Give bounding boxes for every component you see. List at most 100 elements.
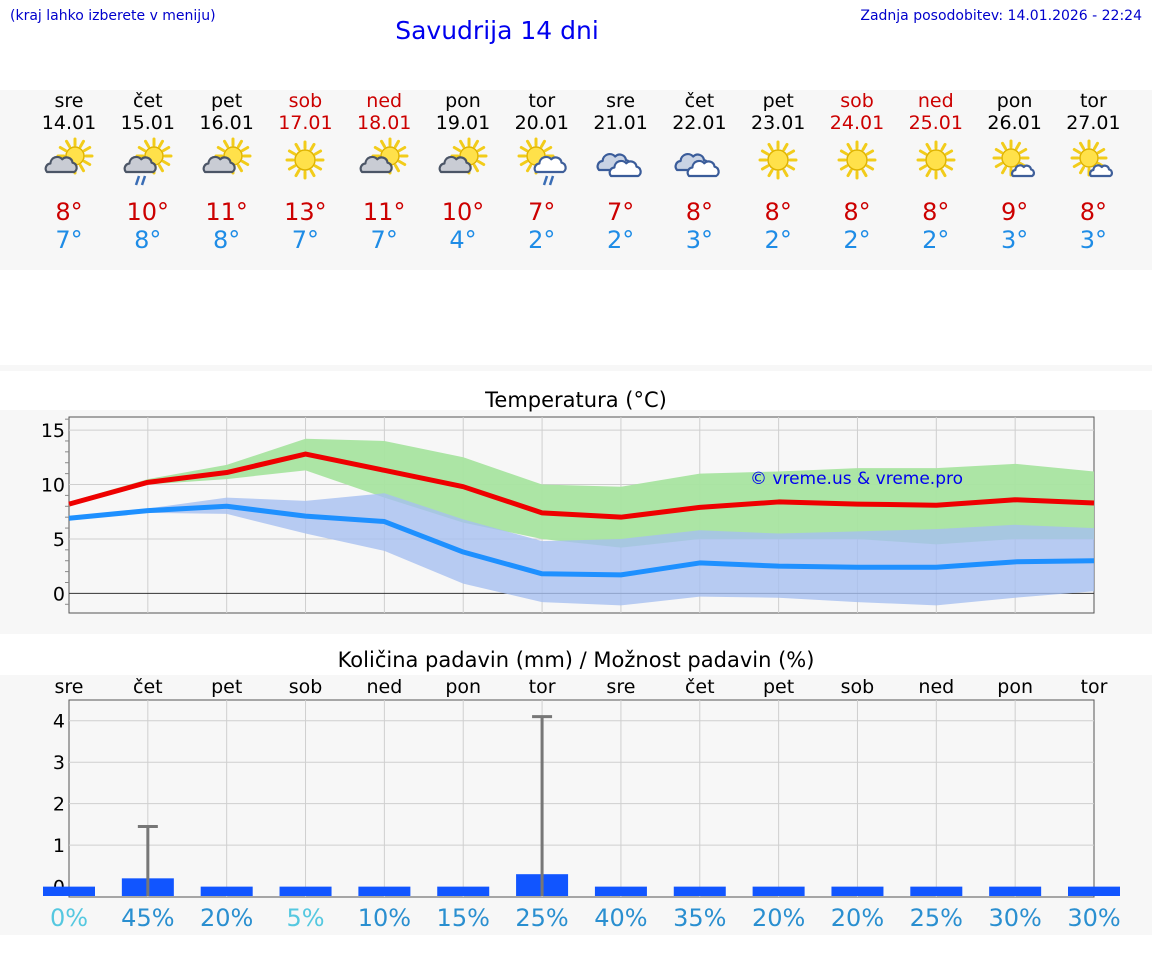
max-temperature: 9° [1000, 198, 1029, 226]
rain-drop [542, 175, 548, 186]
weather-icon-slot [277, 136, 333, 194]
icon-shape [1070, 139, 1114, 178]
max-temperature: 8° [685, 198, 714, 226]
precipitation-bar [1068, 886, 1120, 896]
y-tick-label: 2 [53, 794, 65, 816]
day-date: 15.01 [120, 112, 175, 134]
precipitation-chance-label: 15% [437, 904, 490, 932]
min-temperature: 4° [449, 226, 477, 254]
precipitation-bar [910, 886, 963, 896]
cloud-shape [533, 155, 567, 174]
precipitation-bar [43, 886, 95, 896]
min-temperature-range [69, 493, 1094, 606]
rain-drop [140, 175, 146, 186]
icon-shape [44, 137, 94, 175]
precip-day-label: sre [606, 676, 635, 698]
day-name: čet [684, 90, 715, 112]
forecast-day: čet 22.01 8° 3° [660, 90, 738, 254]
cloud-shape [359, 155, 393, 174]
min-temperature: 2° [764, 226, 792, 254]
max-temperature: 13° [284, 198, 327, 226]
precipitation-bar [200, 886, 253, 896]
day-date: 17.01 [278, 112, 333, 134]
icon-shape [837, 140, 877, 180]
weather-icon-slot [908, 136, 964, 194]
precipitation-chance-label: 10% [358, 904, 411, 932]
max-temperature: 8° [1079, 198, 1108, 226]
sun-cloud-icon [359, 137, 409, 175]
daily-forecast-strip: sre 14.01 8° 7° čet 15.01 10° 8° pet 16.01 11° 8° so… [0, 90, 1152, 270]
max-temperature: 8° [843, 198, 871, 226]
icon-shape [992, 139, 1035, 178]
icon-shape [438, 137, 488, 175]
sun-cloud-rain-outline-icon [517, 137, 567, 186]
day-date: 21.01 [593, 112, 648, 134]
precip-day-label: sob [289, 676, 323, 698]
forecast-day: sre 21.01 7° 2° [582, 90, 660, 254]
sun-cloud-icon [44, 137, 94, 175]
precipitation-chart-title: Količina padavin (mm) / Možnost padavin … [337, 648, 815, 672]
day-name: pet [762, 90, 794, 112]
section-divider [0, 365, 1152, 371]
weather-icon-slot [987, 136, 1043, 194]
day-date: 22.01 [672, 112, 727, 134]
weather-icon-slot [435, 136, 491, 194]
precipitation-bar [989, 886, 1042, 896]
sun-cloud-icon [438, 137, 488, 175]
max-temperature: 10° [126, 198, 170, 226]
min-temperature: 8° [134, 226, 162, 254]
last-updated: Zadnja posodobitev: 14.01.2026 - 22:24 [860, 8, 1142, 24]
precipitation-chart: sre čet pet sob ned pon tor sre čet pet sob ned pon t… [43, 676, 1121, 932]
forecast-day: ned 25.01 8° 2° [897, 90, 975, 254]
precipitation-chance-label: 20% [200, 904, 253, 932]
precipitation-plot-area [68, 699, 1095, 898]
forecast-day: pet 16.01 11° 8° [188, 90, 266, 254]
weather-icon-slot [120, 136, 176, 194]
day-name: tor [528, 90, 556, 112]
sun-disc [846, 149, 868, 171]
max-temperature: 10° [441, 198, 485, 226]
day-date: 23.01 [750, 112, 806, 134]
sun-cloud-icon [202, 137, 252, 175]
sun-rays [285, 140, 325, 180]
weather-icon-slot [829, 136, 885, 194]
location-menu-hint: (kraj lahko izberete v meniju) [10, 8, 216, 24]
temperature-chart-title: Temperatura (°C) [485, 388, 667, 412]
sun-icon [837, 140, 877, 180]
sun-rays [837, 140, 877, 180]
rain-drop [548, 175, 554, 186]
day-date: 24.01 [829, 112, 885, 134]
forecast-day: ned 18.01 11° 7° [345, 90, 423, 254]
precip-day-label: čet [685, 676, 715, 698]
forecast-day: sob 17.01 13° 7° [266, 90, 344, 254]
forecast-day: sre 14.01 8° 7° [30, 90, 108, 254]
weather-icon-slot [356, 136, 412, 194]
cloudy-icon [596, 152, 642, 178]
sun-rays [758, 140, 798, 180]
precipitation-chance-label: 45% [121, 904, 174, 932]
icon-shape [123, 137, 173, 186]
cloud-shape [687, 159, 721, 178]
icon-shape [517, 137, 567, 186]
y-tick-label: 0 [53, 583, 65, 605]
max-temperature: 11° [205, 198, 248, 226]
precipitation-bar [279, 886, 332, 896]
sun-icon [758, 140, 798, 180]
min-temperature: 3° [1000, 226, 1029, 254]
rain-drop [134, 175, 140, 186]
precipitation-bar [594, 886, 647, 896]
weather-icon-slot [41, 136, 97, 194]
precipitation-chance-label: 30% [1067, 904, 1120, 932]
weather-icon-slot [593, 136, 649, 194]
weather-icon-slot [514, 136, 570, 194]
icon-shape [916, 140, 956, 180]
precipitation-bar [437, 886, 490, 896]
precipitation-bar [831, 886, 884, 896]
precipitation-chance-label: 35% [673, 904, 726, 932]
y-tick-label: 5 [53, 529, 65, 551]
precip-day-label: čet [133, 676, 163, 698]
precip-day-label: sob [841, 676, 875, 698]
sun-disc [1079, 148, 1100, 168]
precip-day-label: sre [55, 676, 84, 698]
day-name: sob [288, 90, 323, 112]
